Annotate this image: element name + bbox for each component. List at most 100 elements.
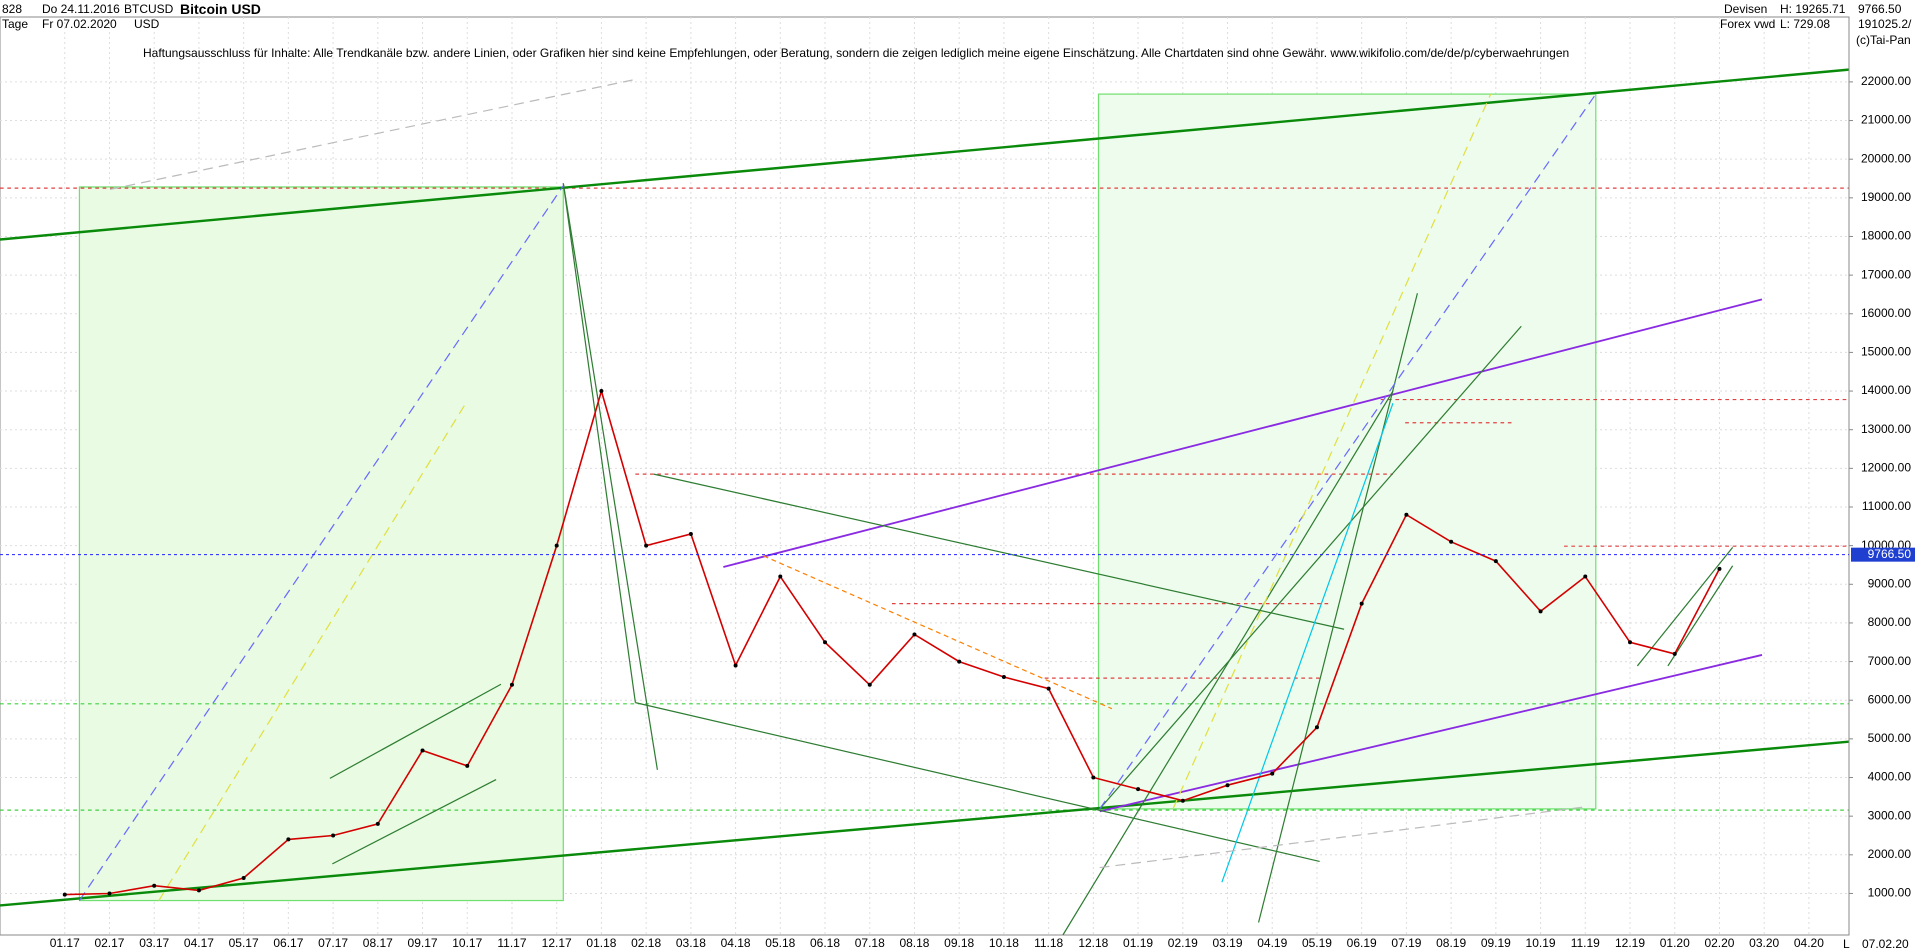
y-tick-label: 3000.00 (1868, 808, 1912, 822)
x-tick-label: 09.18 (944, 936, 974, 950)
y-tick-label: 12000.00 (1861, 461, 1911, 475)
price-point (1225, 783, 1230, 788)
footer-date: 07.02.20 (1862, 937, 1909, 951)
price-point (1493, 559, 1498, 564)
y-tick-label: 16000.00 (1861, 306, 1911, 320)
header-source: Forex vwd (1720, 17, 1776, 31)
price-point (1001, 675, 1006, 680)
trend-line (332, 779, 497, 865)
subtitle: Haftungsausschluss für Inhalte: Alle Tre… (143, 46, 1570, 60)
trend-line (723, 298, 1763, 568)
trend-line (562, 183, 636, 703)
y-tick-label: 18000.00 (1861, 229, 1911, 243)
y-tick-label: 4000.00 (1868, 770, 1912, 784)
price-point (1180, 798, 1185, 803)
x-tick-label: 09.19 (1481, 936, 1511, 950)
y-tick-label: 6000.00 (1868, 692, 1912, 706)
trend-line (763, 555, 1113, 710)
x-tick-label: 12.17 (542, 936, 572, 950)
x-tick-label: 04.18 (721, 936, 751, 950)
x-tick-label: 09.17 (408, 936, 438, 950)
header-last: 9766.50 (1858, 2, 1902, 16)
price-point (1449, 539, 1454, 544)
price-point (1046, 686, 1051, 691)
price-point (823, 640, 828, 645)
trend-line (78, 185, 564, 901)
x-tick-label: 10.19 (1526, 936, 1556, 950)
y-tick-label: 5000.00 (1868, 731, 1912, 745)
header-low: L: 729.08 (1780, 17, 1831, 31)
header-high: H: 19265.71 (1780, 2, 1846, 16)
trend-line (1636, 547, 1734, 667)
x-tick-label: 08.18 (899, 936, 929, 950)
header-title: Bitcoin USD (180, 1, 261, 17)
header-period[interactable]: Tage (2, 17, 29, 31)
price-point (1314, 725, 1319, 730)
price-point (1359, 601, 1364, 606)
price-point (1404, 512, 1409, 517)
x-tick-label: 02.18 (631, 936, 661, 950)
x-tick-label: 12.18 (1078, 936, 1108, 950)
header-to: Fr 07.02.2020 (42, 17, 117, 31)
price-point (1538, 609, 1543, 614)
x-tick-label: 08.17 (363, 936, 393, 950)
x-tick-label: 03.20 (1749, 936, 1779, 950)
trend-line (1172, 93, 1492, 810)
price-point (688, 532, 693, 537)
last-price-box (1851, 547, 1915, 562)
x-tick-label: 04.20 (1794, 936, 1824, 950)
price-point (241, 875, 246, 880)
header-from: Do 24.11.2016 (42, 2, 120, 16)
price-point (152, 883, 157, 888)
price-point (778, 574, 783, 579)
last-price-label: 9766.50 (1868, 547, 1912, 561)
price-point (912, 632, 917, 637)
price-point (1717, 566, 1722, 571)
header-id[interactable]: 828 (2, 2, 23, 16)
price-point (957, 659, 962, 664)
trend-line (1257, 293, 1418, 923)
header-time: 191025.2/ (1858, 17, 1912, 31)
y-tick-label: 15000.00 (1861, 345, 1911, 359)
y-tick-label: 11000.00 (1862, 499, 1911, 513)
x-tick-label: 03.18 (676, 936, 706, 950)
x-tick-label: 03.19 (1213, 936, 1243, 950)
y-tick-label: 8000.00 (1868, 615, 1912, 629)
price-point (286, 837, 291, 842)
price-point (554, 543, 559, 548)
x-tick-label: 04.19 (1257, 936, 1287, 950)
x-tick-label: 10.17 (452, 936, 482, 950)
price-point (62, 892, 67, 897)
y-tick-label: 17000.00 (1861, 267, 1911, 281)
price-point (1136, 787, 1141, 792)
trend-line (562, 183, 658, 770)
header-currency: USD (134, 17, 160, 31)
price-point (509, 682, 514, 687)
x-tick-label: 02.19 (1168, 936, 1198, 950)
x-tick-label: 11.19 (1571, 936, 1600, 950)
x-tick-label: 08.19 (1436, 936, 1466, 950)
y-tick-label: 7000.00 (1868, 654, 1912, 668)
x-tick-label: 01.17 (50, 936, 80, 950)
price-point (196, 888, 201, 893)
trend-line (653, 473, 1345, 630)
y-tick-label: 9000.00 (1868, 576, 1912, 590)
price-point (465, 763, 470, 768)
drawings (0, 68, 1849, 936)
header-symbol: BTCUSD (124, 2, 174, 16)
y-tick-label: 1000.00 (1868, 886, 1912, 900)
x-tick-label: 11.17 (497, 936, 526, 950)
price-point (599, 389, 604, 394)
x-tick-label: 04.17 (184, 936, 214, 950)
x-tick-label: 02.20 (1704, 936, 1734, 950)
header-market: Devisen (1724, 2, 1768, 16)
x-tick-label: 06.17 (273, 936, 303, 950)
x-tick-label: 05.19 (1302, 936, 1332, 950)
price-point (107, 891, 112, 896)
price-point (644, 543, 649, 548)
x-tick-label: 11.18 (1034, 936, 1063, 950)
y-tick-label: 13000.00 (1861, 422, 1911, 436)
x-tick-label: 10.18 (989, 936, 1019, 950)
